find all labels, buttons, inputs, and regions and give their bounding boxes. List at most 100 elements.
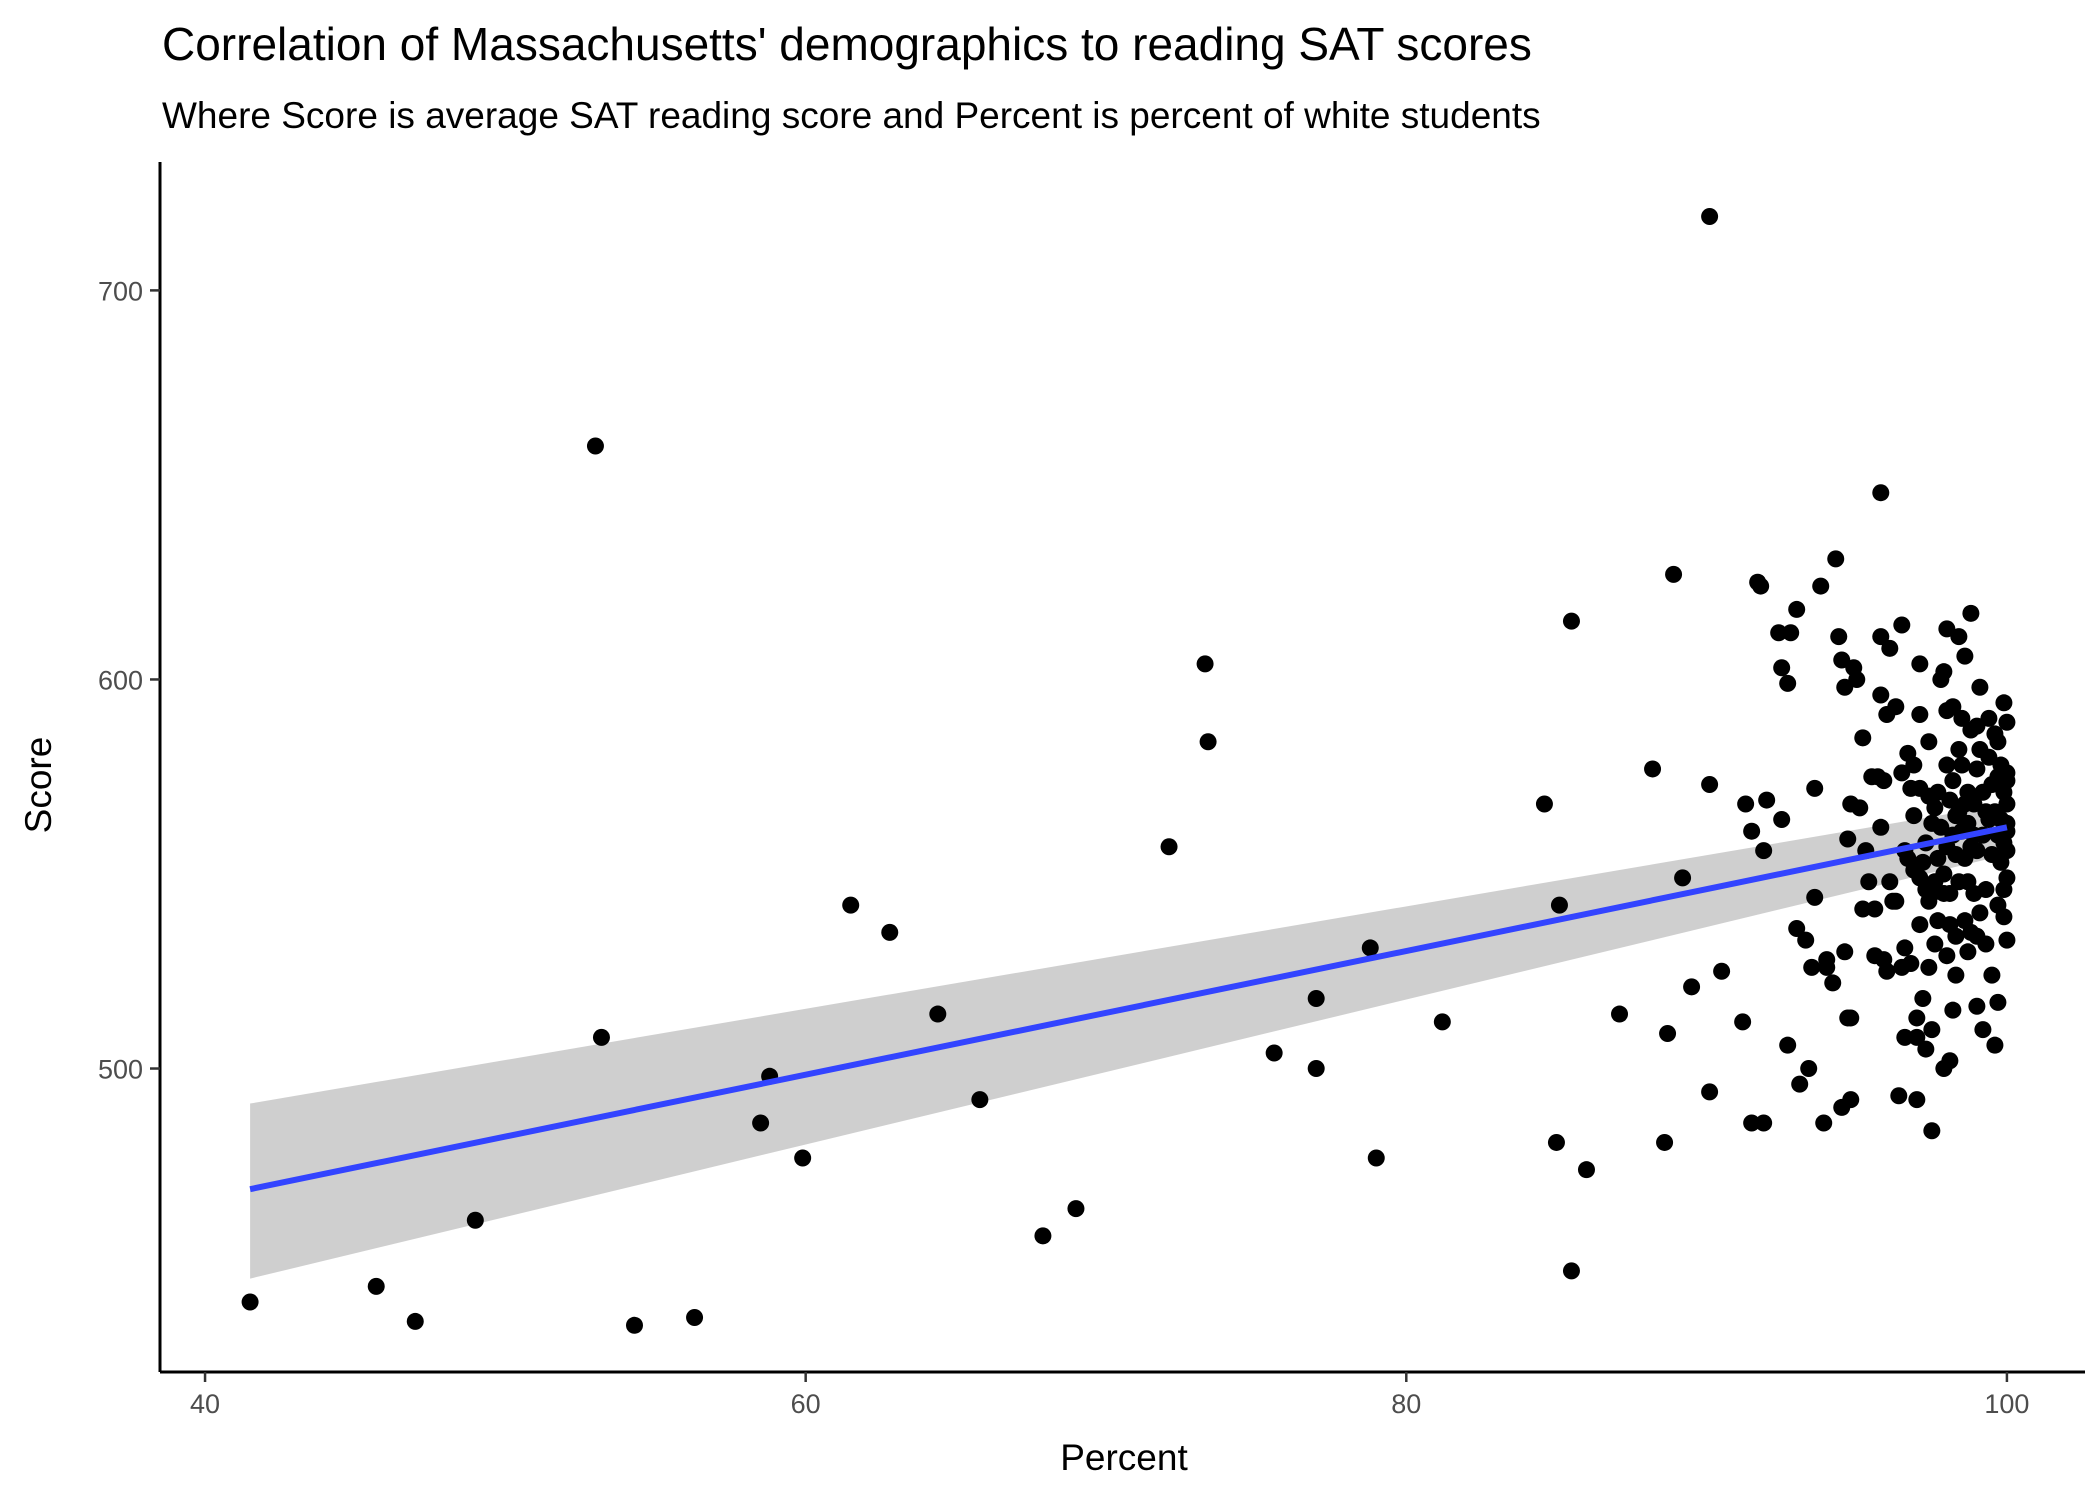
- x-ticks: 40 60 80 100: [190, 1372, 2029, 1419]
- data-point: [1911, 705, 1929, 723]
- data-point: [1944, 698, 1962, 716]
- x-tick-label: 60: [791, 1389, 821, 1419]
- data-point: [1902, 954, 1920, 972]
- data-point: [1824, 974, 1842, 992]
- data-point: [1893, 764, 1911, 782]
- data-point: [1800, 1060, 1818, 1078]
- data-point: [1905, 807, 1923, 825]
- y-tick-label: 700: [98, 276, 143, 306]
- y-tick-label: 600: [98, 665, 143, 695]
- data-point: [1815, 1114, 1833, 1132]
- data-point: [1782, 624, 1800, 642]
- data-point: [1307, 1060, 1325, 1078]
- data-point: [1968, 842, 1986, 860]
- data-point: [1875, 772, 1893, 790]
- data-point: [1797, 931, 1815, 949]
- data-point: [625, 1316, 643, 1334]
- data-point: [1872, 686, 1890, 704]
- data-points: [241, 207, 2016, 1334]
- data-point: [1995, 694, 2013, 712]
- data-point: [1659, 1025, 1677, 1043]
- data-point: [1947, 927, 1965, 945]
- data-point: [1983, 966, 2001, 984]
- data-point: [1265, 1044, 1283, 1062]
- data-point: [592, 1028, 610, 1046]
- data-point: [1911, 916, 1929, 934]
- data-point: [1367, 1149, 1385, 1167]
- data-point: [241, 1293, 259, 1311]
- x-axis: 40 60 80 100: [160, 1370, 2085, 1419]
- data-point: [367, 1277, 385, 1295]
- data-point: [1734, 1013, 1752, 1031]
- data-point: [1878, 962, 1896, 980]
- data-point: [1842, 1091, 1860, 1109]
- data-point: [1854, 729, 1872, 747]
- data-point: [1890, 1087, 1908, 1105]
- data-point: [1701, 776, 1719, 794]
- data-point: [1989, 993, 2007, 1011]
- data-point: [1989, 733, 2007, 751]
- data-point: [1788, 600, 1806, 618]
- chart-subtitle: Where Score is average SAT reading score…: [162, 95, 1541, 136]
- data-point: [752, 1114, 770, 1132]
- data-point: [1743, 822, 1761, 840]
- data-point: [1433, 1013, 1451, 1031]
- data-point: [1998, 931, 2016, 949]
- data-point: [1577, 1161, 1595, 1179]
- data-point: [1980, 748, 1998, 766]
- x-axis-title: Percent: [1060, 1437, 1188, 1478]
- data-point: [1998, 795, 2016, 813]
- data-point: [1929, 783, 1947, 801]
- data-point: [1611, 1005, 1629, 1023]
- data-point: [1998, 772, 2016, 790]
- y-axis: 500 600 700: [98, 162, 162, 1372]
- data-point: [1361, 939, 1379, 957]
- data-point: [1908, 1009, 1926, 1027]
- data-point: [1562, 1262, 1580, 1280]
- data-point: [1665, 565, 1683, 583]
- data-point: [586, 437, 604, 455]
- data-point: [1887, 892, 1905, 910]
- data-point: [1995, 908, 2013, 926]
- data-point: [1971, 904, 1989, 922]
- data-point: [1968, 997, 1986, 1015]
- x-tick-label: 100: [1984, 1389, 2029, 1419]
- data-point: [1830, 628, 1848, 646]
- data-point: [1896, 939, 1914, 957]
- data-point: [1788, 919, 1806, 937]
- data-point: [1965, 795, 1983, 813]
- data-point: [1701, 207, 1719, 225]
- data-point: [1872, 484, 1890, 502]
- data-point: [1199, 733, 1217, 751]
- data-point: [686, 1309, 704, 1327]
- data-point: [1860, 873, 1878, 891]
- data-point: [1067, 1200, 1085, 1218]
- plot-panel: [241, 207, 2016, 1334]
- data-point: [1950, 628, 1968, 646]
- data-point: [1941, 884, 1959, 902]
- data-point: [1911, 655, 1929, 673]
- data-point: [1803, 958, 1821, 976]
- data-point: [1926, 935, 1944, 953]
- data-point: [971, 1091, 989, 1109]
- data-point: [1887, 698, 1905, 716]
- data-point: [1656, 1133, 1674, 1151]
- data-point: [1923, 1122, 1941, 1140]
- data-point: [1914, 853, 1932, 871]
- data-point: [1923, 1021, 1941, 1039]
- data-point: [1827, 550, 1845, 568]
- data-point: [1701, 1083, 1719, 1101]
- data-point: [1947, 966, 1965, 984]
- data-point: [1854, 900, 1872, 918]
- data-point: [1848, 670, 1866, 688]
- data-point: [1160, 838, 1178, 856]
- data-point: [1773, 811, 1791, 829]
- data-point: [1839, 830, 1857, 848]
- data-point: [881, 923, 899, 941]
- data-point: [1935, 663, 1953, 681]
- data-point: [1806, 888, 1824, 906]
- data-point: [1908, 1028, 1926, 1046]
- data-point: [1755, 842, 1773, 860]
- x-tick-label: 40: [190, 1389, 220, 1419]
